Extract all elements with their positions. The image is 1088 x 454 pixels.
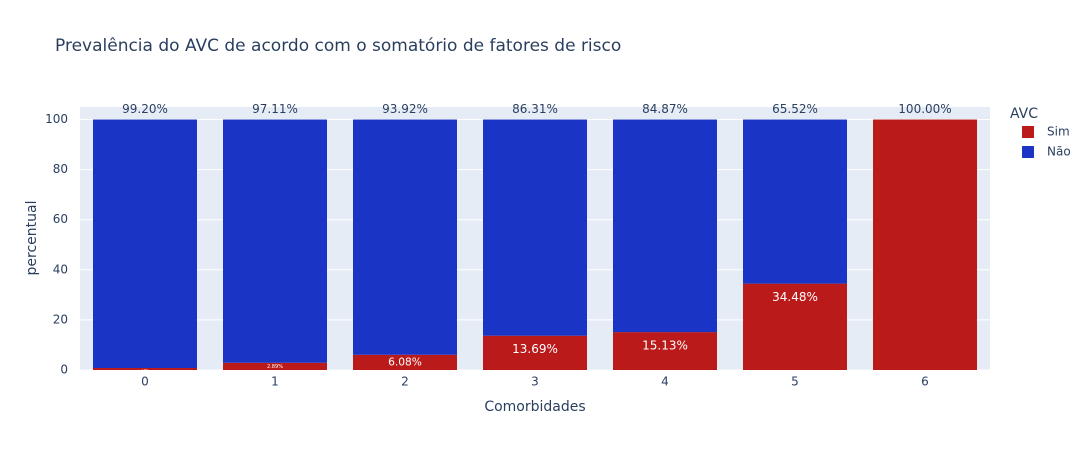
value-label: 0.80%	[142, 369, 148, 371]
x-tick-label: 6	[921, 375, 929, 389]
bar-segment	[93, 119, 197, 368]
x-tick-label: 2	[401, 375, 409, 389]
value-label: 100.00%	[898, 102, 951, 116]
x-tick-label: 5	[791, 375, 799, 389]
legend-swatch	[1022, 126, 1034, 138]
value-label: 65.52%	[772, 102, 818, 116]
y-tick-label: 20	[53, 312, 68, 326]
value-label: 34.48%	[772, 290, 818, 304]
legend-swatch	[1022, 146, 1034, 158]
value-label: 99.20%	[122, 102, 168, 116]
legend-label: Não	[1047, 145, 1071, 159]
y-tick-label: 100	[45, 112, 68, 126]
x-tick-label: 4	[661, 375, 669, 389]
value-label: 15.13%	[642, 339, 688, 353]
legend-label: Sim	[1047, 125, 1070, 139]
x-tick-label: 1	[271, 375, 279, 389]
x-tick-label: 3	[531, 375, 539, 389]
bar-segment	[483, 335, 587, 370]
value-label: 97.11%	[252, 102, 298, 116]
value-label: 86.31%	[512, 102, 558, 116]
value-label: 84.87%	[642, 102, 688, 116]
bar-segment	[743, 119, 847, 284]
value-label: 2.89%	[267, 364, 283, 370]
bar-segment	[613, 332, 717, 370]
bar-segment	[353, 119, 457, 355]
x-tick-label: 0	[141, 375, 149, 389]
bar-segment	[93, 367, 197, 370]
bar-segment	[483, 119, 587, 336]
bar-segment	[353, 354, 457, 370]
bar-segment	[743, 283, 847, 370]
legend-title: AVC	[1010, 106, 1038, 122]
bar-segment	[223, 119, 327, 363]
x-axis-title: Comorbidades	[484, 399, 585, 415]
value-label: 13.69%	[512, 342, 558, 356]
bar-segment	[223, 362, 327, 370]
value-label: 6.08%	[388, 355, 422, 368]
bar-segment	[613, 119, 717, 333]
y-tick-label: 60	[53, 212, 68, 226]
bar-segment	[873, 119, 977, 371]
y-tick-label: 40	[53, 262, 68, 276]
y-tick-label: 80	[53, 162, 68, 176]
value-label: 93.92%	[382, 102, 428, 116]
y-axis-title: percentual	[24, 201, 40, 276]
y-tick-label: 0	[60, 363, 68, 377]
chart-title: Prevalência do AVC de acordo com o somat…	[55, 36, 621, 56]
